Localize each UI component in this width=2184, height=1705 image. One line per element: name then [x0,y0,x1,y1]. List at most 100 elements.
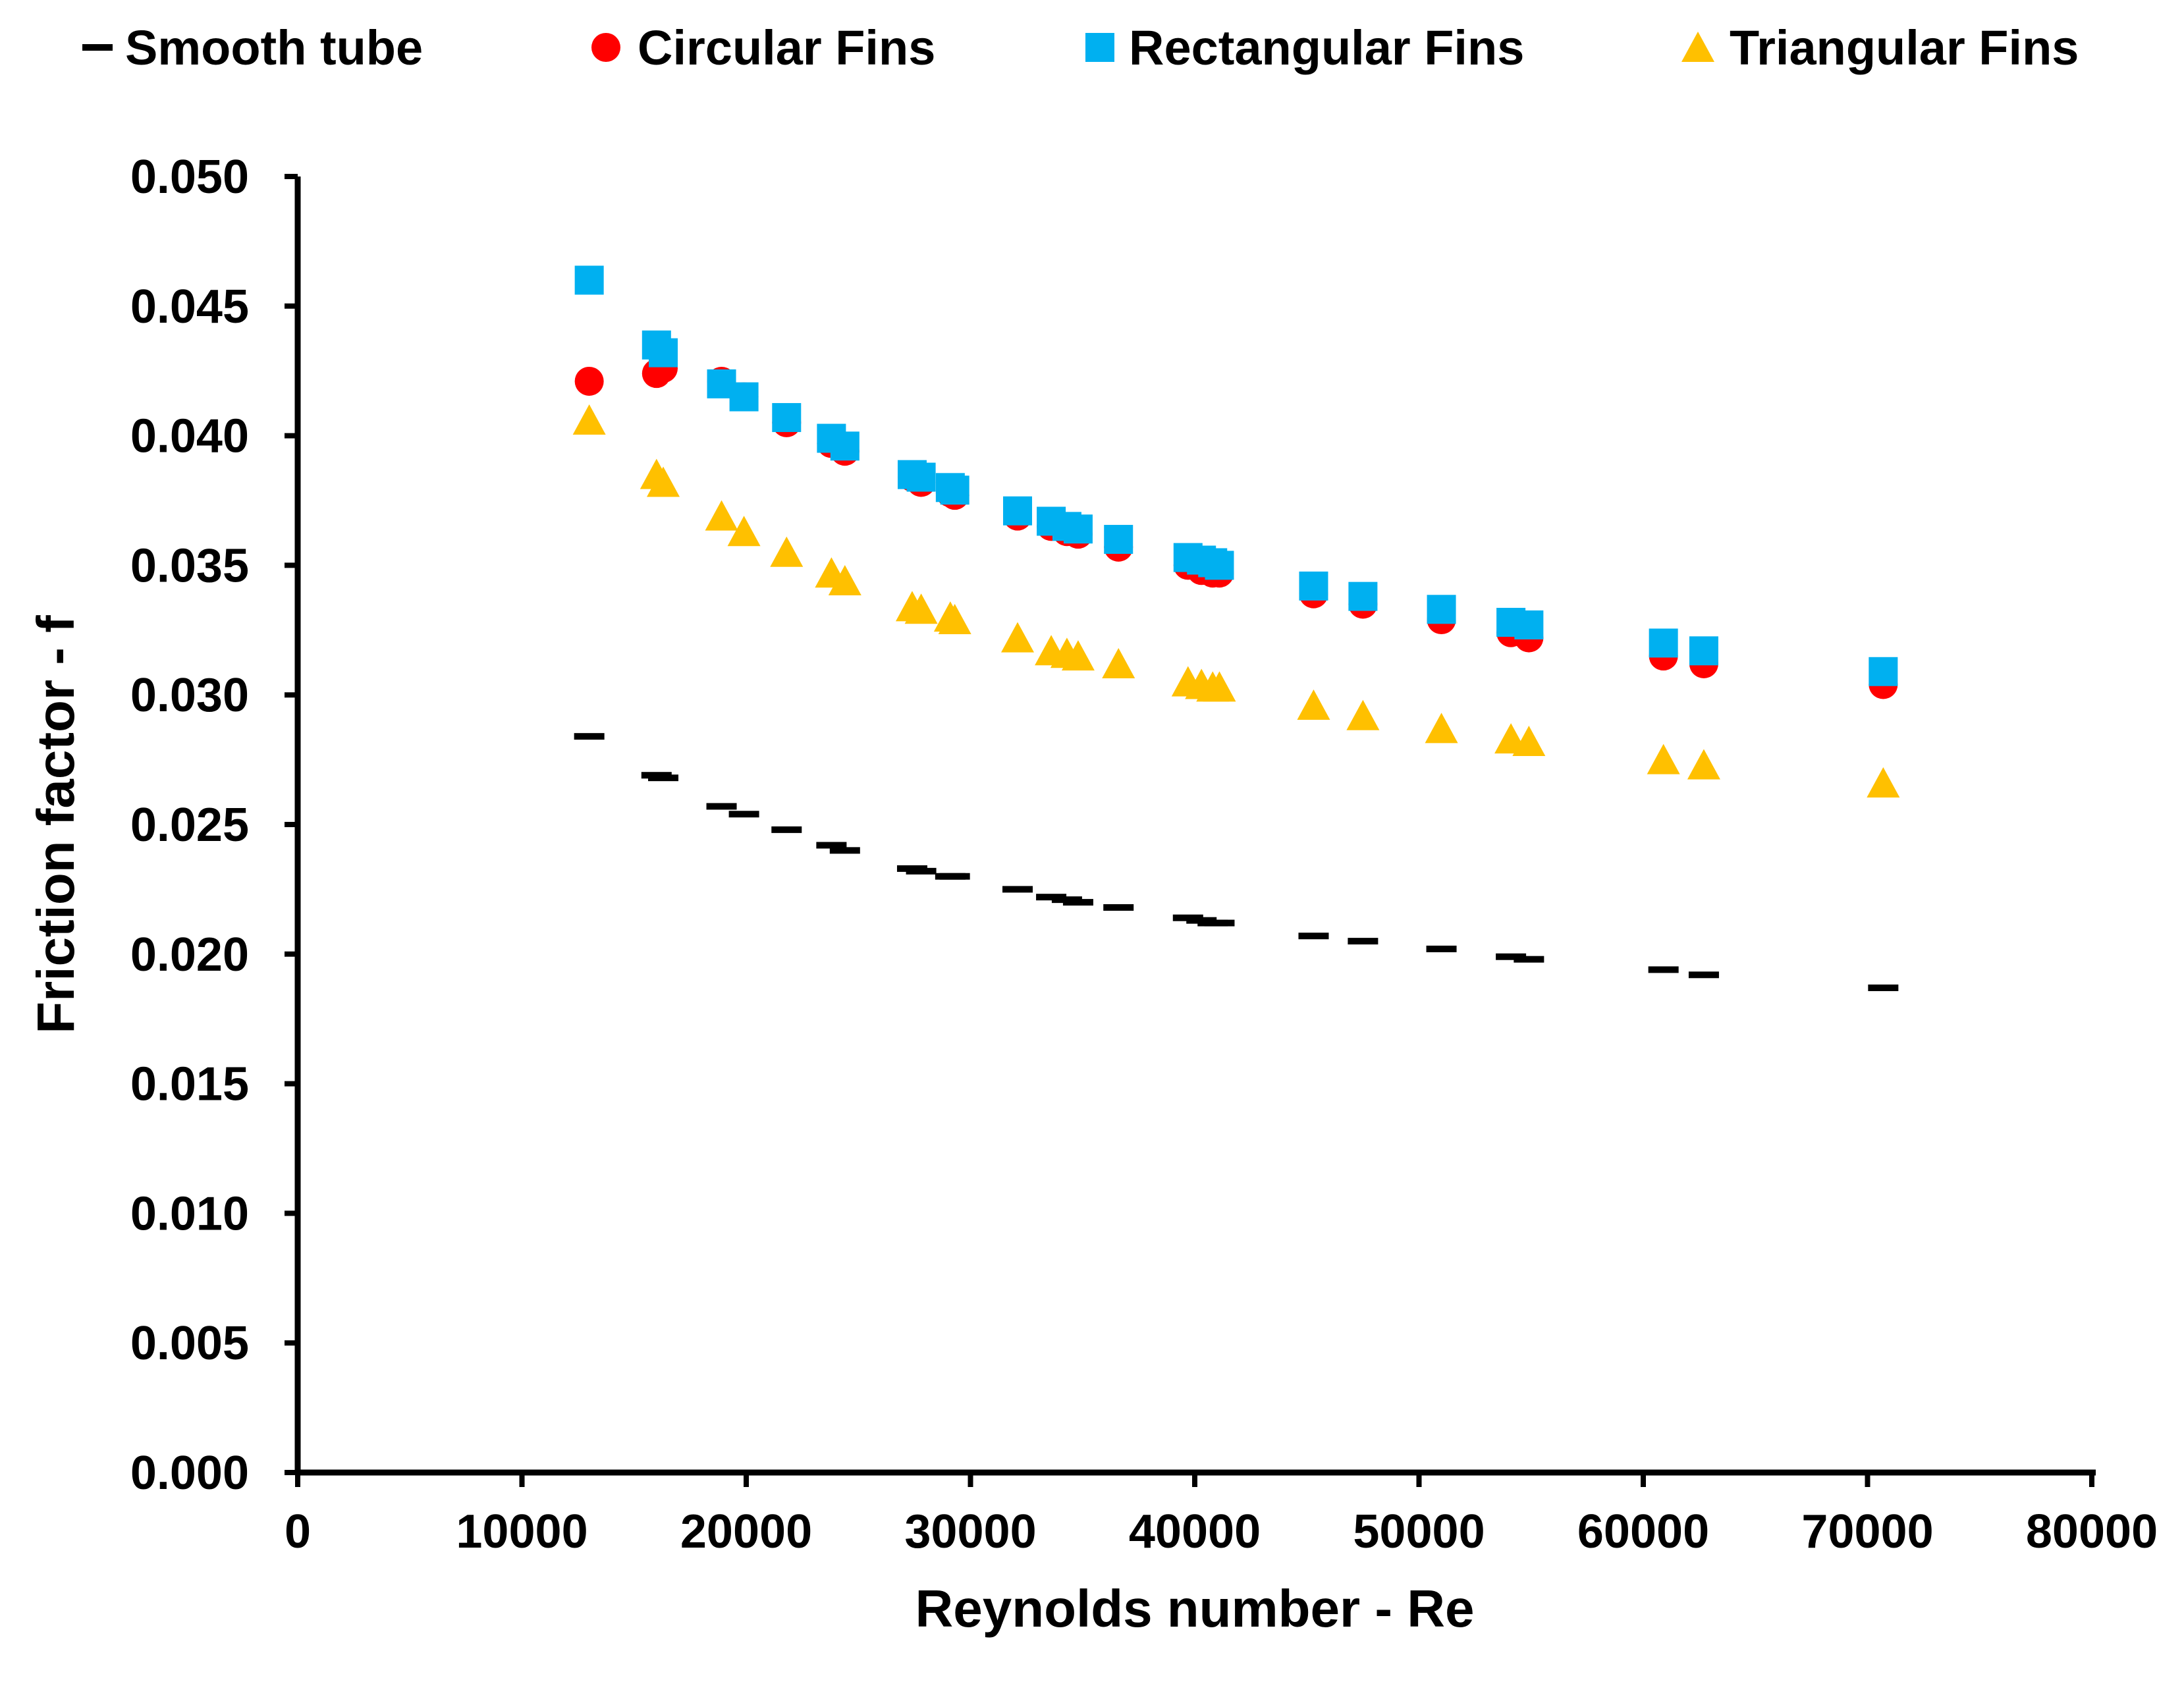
x-tick-label: 40000 [1129,1505,1261,1558]
x-tick-label: 0 [285,1505,311,1558]
data-point-triangular-fins [904,593,938,624]
data-point-triangular-fins [705,500,738,531]
data-point-triangular-fins [1425,713,1458,744]
legend-item-circular-fins: Circular Fins [591,20,935,75]
data-point-triangular-fins [770,536,804,567]
x-tick-label: 80000 [2026,1505,2158,1558]
y-tick-label: 0.020 [130,929,249,981]
legend-marker-smooth-tube [82,44,113,51]
data-point-smooth-tube [906,867,937,875]
data-point-rectangular-fins [830,431,860,461]
data-point-rectangular-fins [1063,514,1093,544]
y-tick-label: 0.030 [130,669,249,722]
y-axis-title: Friction factor - f [26,615,85,1034]
x-tick-label: 10000 [456,1505,587,1558]
x-tick-label: 60000 [1577,1505,1709,1558]
data-point-triangular-fins [1867,767,1900,798]
data-point-smooth-tube [1298,933,1329,940]
plot-marks [572,265,1900,991]
data-point-triangular-fins [727,516,761,547]
y-tick-label: 0.025 [130,799,249,852]
data-point-rectangular-fins [574,265,604,295]
legend-marker-triangular-fins [1681,32,1714,62]
data-point-rectangular-fins [772,403,802,433]
legend-label: Circular Fins [638,20,935,75]
data-point-triangular-fins [1647,744,1680,774]
data-point-rectangular-fins [1205,551,1234,580]
y-tick-label: 0.000 [130,1447,249,1500]
data-point-smooth-tube [1496,953,1527,960]
legend-label: Smooth tube [125,20,423,75]
data-point-smooth-tube [648,774,679,782]
data-point-triangular-fins [1512,726,1546,757]
series-smooth-tube [574,733,1899,991]
data-point-smooth-tube [706,803,737,810]
legend-marker-rectangular-fins [1085,33,1114,62]
legend-label: Rectangular Fins [1129,20,1524,75]
y-tick-label: 0.015 [130,1058,249,1111]
y-axis-ticks: 0.000 0.005 0.010 0.015 0.020 0.025 0.030 0.035… [130,151,298,1500]
data-point-rectangular-fins [906,462,936,492]
y-tick-label: 0.035 [130,539,249,592]
data-point-smooth-tube [1103,904,1134,911]
x-tick-label: 70000 [1801,1505,1933,1558]
data-point-triangular-fins [938,604,971,635]
y-tick-label: 0.005 [130,1317,249,1370]
data-point-smooth-tube [939,873,970,880]
legend-label: Triangular Fins [1730,20,2079,75]
data-point-rectangular-fins [1348,582,1378,611]
data-point-smooth-tube [816,842,847,849]
data-point-rectangular-fins [649,338,678,367]
data-point-smooth-tube [1062,899,1093,906]
data-point-rectangular-fins [1427,595,1456,624]
data-point-triangular-fins [1061,640,1095,671]
data-point-smooth-tube [1204,919,1235,927]
x-axis-title: Reynolds number - Re [915,1579,1474,1638]
data-point-smooth-tube [771,826,802,833]
data-point-triangular-fins [828,565,861,596]
data-point-smooth-tube [1514,956,1544,963]
x-axis-ticks: 0 10000 20000 30000 40000 50000 60000 70000 8000… [285,1473,2158,1558]
x-tick-label: 50000 [1353,1505,1485,1558]
series-rectangular-fins [574,265,1898,686]
data-point-rectangular-fins [1104,525,1133,555]
x-tick-label: 20000 [680,1505,812,1558]
data-point-rectangular-fins [729,382,759,412]
data-point-smooth-tube [574,733,605,740]
legend-item-triangular-fins: Triangular Fins [1681,20,2079,75]
data-point-smooth-tube [1688,971,1719,979]
data-point-triangular-fins [1297,689,1330,720]
data-point-triangular-fins [1001,622,1035,653]
data-point-rectangular-fins [1689,636,1718,666]
legend-item-smooth-tube: Smooth tube [82,20,423,75]
data-point-triangular-fins [1203,671,1236,702]
data-point-smooth-tube [728,811,759,818]
data-point-smooth-tube [1426,945,1457,952]
data-point-rectangular-fins [1299,571,1328,601]
data-point-smooth-tube [1036,894,1067,901]
data-point-rectangular-fins [1514,610,1544,639]
data-point-smooth-tube [1648,966,1679,973]
data-point-rectangular-fins [940,475,969,505]
data-point-triangular-fins [1687,749,1720,780]
data-point-triangular-fins [1346,699,1380,730]
data-point-rectangular-fins [1003,496,1033,526]
legend-marker-circular-fins [591,33,620,62]
legend-item-rectangular-fins: Rectangular Fins [1085,20,1524,75]
legend: Smooth tube Circular Fins Rectangular Fins… [82,20,2079,75]
y-tick-label: 0.040 [130,410,249,463]
series-triangular-fins [572,404,1900,798]
data-point-triangular-fins [1102,647,1135,678]
y-tick-label: 0.045 [130,281,249,333]
x-tick-label: 30000 [904,1505,1036,1558]
data-point-smooth-tube [829,847,860,854]
data-point-rectangular-fins [1869,657,1898,686]
data-point-smooth-tube [1348,938,1379,945]
y-tick-label: 0.010 [130,1187,249,1240]
data-point-triangular-fins [647,466,680,497]
data-point-triangular-fins [572,404,606,435]
y-tick-label: 0.050 [130,151,249,203]
data-point-rectangular-fins [1649,628,1678,658]
data-point-circular-fins [574,366,604,396]
